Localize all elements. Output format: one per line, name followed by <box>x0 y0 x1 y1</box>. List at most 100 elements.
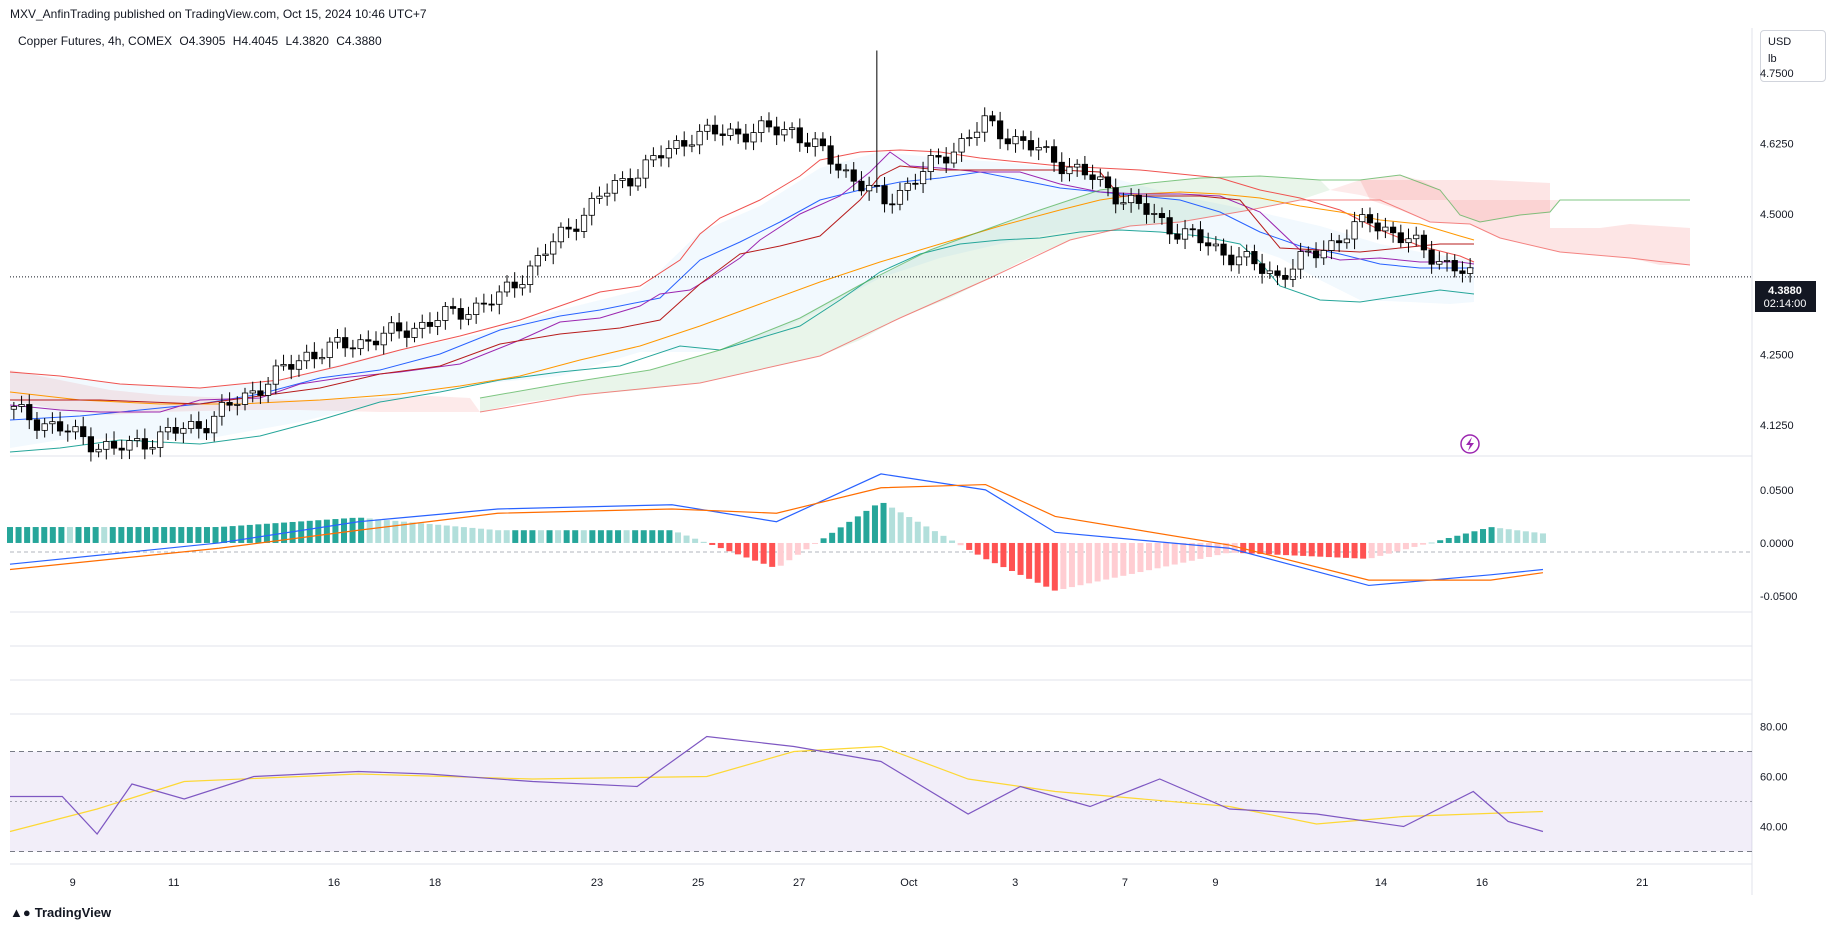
macd-bar <box>1154 542 1161 569</box>
candle <box>1097 168 1104 187</box>
macd-bar <box>418 523 425 543</box>
macd-bar <box>846 521 853 543</box>
macd-bar <box>1454 535 1461 543</box>
macd-bar <box>529 530 536 543</box>
candle <box>1320 240 1327 265</box>
macd-bar <box>837 527 844 543</box>
candle <box>503 275 511 297</box>
candle <box>827 135 834 174</box>
symbol-name: Copper Futures, 4h, COMEX <box>18 34 173 48</box>
macd-bar <box>1000 542 1007 568</box>
macd-bar <box>75 527 82 543</box>
time-tick-label: 7 <box>1122 877 1128 889</box>
macd-bar <box>1008 542 1015 572</box>
macd-tick-label: 0.0500 <box>1760 485 1794 497</box>
candle <box>1266 261 1273 279</box>
candle <box>573 219 580 241</box>
candle <box>187 414 195 434</box>
candle <box>858 171 865 196</box>
macd-bar <box>674 532 681 543</box>
signal-line <box>9 483 1544 581</box>
candle <box>257 380 264 404</box>
macd-bar <box>340 518 347 543</box>
macd-bar <box>1471 531 1478 543</box>
macd-bar <box>880 502 887 543</box>
macd-bar <box>315 520 322 543</box>
candle <box>966 129 973 147</box>
candle <box>989 110 996 127</box>
candle <box>141 428 148 460</box>
candle <box>1004 128 1011 151</box>
macd-bar <box>1248 542 1255 554</box>
macd-bar <box>1351 542 1358 559</box>
lightning-icon[interactable] <box>1460 434 1480 454</box>
macd-bar <box>1017 542 1024 575</box>
macd-bar <box>1026 542 1033 579</box>
candle <box>750 123 757 151</box>
macd-bar <box>1188 542 1195 561</box>
unit-label: lb <box>1768 53 1777 65</box>
symbol-legend[interactable]: Copper Futures, 4h, COMEX O4.3905 H4.404… <box>18 34 382 48</box>
kumo-cloud-bear-future <box>1360 180 1690 265</box>
candle <box>1428 240 1435 274</box>
macd-bar <box>1368 542 1375 559</box>
macd-bar <box>255 524 262 543</box>
candle <box>118 439 125 460</box>
candle <box>1143 193 1150 224</box>
ohlc-open: O4.3905 <box>179 34 226 48</box>
time-tick-label: 23 <box>591 877 603 889</box>
macd-bar <box>649 530 656 543</box>
candle <box>411 322 418 343</box>
time-tick-label: 9 <box>1212 877 1218 889</box>
candle <box>1397 224 1404 248</box>
time-axis: 9 11 16 18 23 25 27 Oct 3 7 9 14 16 21 <box>70 877 1649 889</box>
time-tick-label: 14 <box>1375 877 1387 889</box>
candle <box>1443 253 1451 272</box>
candle <box>565 218 572 239</box>
candle <box>758 116 765 143</box>
candle <box>542 243 549 262</box>
time-tick-label: 16 <box>328 877 340 889</box>
currency-unit-selector[interactable]: USD lb <box>1760 30 1826 82</box>
macd-bar <box>1214 542 1221 556</box>
candle <box>1382 217 1389 239</box>
macd-bar <box>1488 527 1495 543</box>
candle <box>1235 247 1243 274</box>
macd-bar <box>169 527 176 543</box>
macd-bar <box>229 526 236 543</box>
macd-bar <box>109 527 116 543</box>
macd-bar <box>897 512 904 543</box>
rsi-tick-label: 40.00 <box>1760 822 1788 834</box>
candle <box>211 411 218 442</box>
macd-bar <box>495 530 502 543</box>
macd-bar <box>1034 542 1041 583</box>
tradingview-logo[interactable]: ▲● TradingView <box>10 905 111 920</box>
candle <box>1336 234 1343 253</box>
candle <box>326 337 333 368</box>
macd-tick-label: -0.0500 <box>1760 591 1797 603</box>
macd-bar <box>923 526 930 543</box>
candlestick-series <box>10 50 1474 462</box>
macd-bar <box>760 542 767 564</box>
macd-bar <box>632 530 639 543</box>
candle <box>1158 207 1166 225</box>
candle <box>1374 213 1381 240</box>
macd-bar <box>383 520 390 543</box>
candle <box>1020 130 1027 150</box>
time-tick-label: 16 <box>1476 877 1488 889</box>
time-tick-label: 27 <box>793 877 805 889</box>
rsi-tick-label: 80.00 <box>1760 722 1788 734</box>
candle <box>1282 267 1289 288</box>
macd-bar <box>597 530 604 543</box>
macd-bar <box>1462 533 1469 543</box>
candle <box>473 297 480 324</box>
candle <box>1451 254 1458 278</box>
time-tick-label: 18 <box>429 877 441 889</box>
candle <box>95 443 102 458</box>
candle <box>149 440 156 455</box>
macd-bar <box>615 530 622 543</box>
candle <box>49 412 56 434</box>
macd-bar <box>92 527 99 543</box>
candle <box>889 193 896 214</box>
